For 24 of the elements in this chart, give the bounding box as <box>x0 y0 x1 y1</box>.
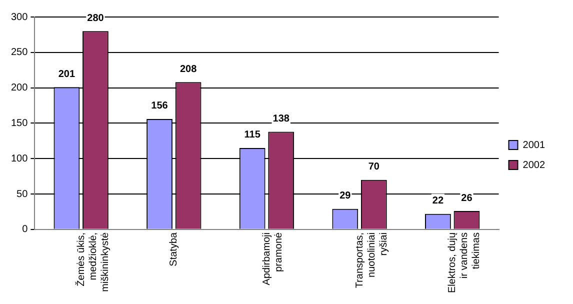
y-tick-label: 300 <box>10 12 28 23</box>
data-label: 156 <box>151 100 168 112</box>
x-tick-label: Apdirbamoji pramonė <box>261 232 284 286</box>
data-label: 26 <box>461 192 473 204</box>
x-tick-label: Elektros, dujų ir vandens tiekimas <box>447 232 482 294</box>
x-tick-label: Transportas, nuotoliniai ryšiai <box>354 232 390 288</box>
legend-label: 2002 <box>522 160 546 171</box>
data-label: 280 <box>87 12 104 24</box>
legend-label: 2001 <box>522 140 546 151</box>
data-label: 22 <box>432 196 444 207</box>
y-tick-label: 0 <box>22 224 28 236</box>
x-tick-label: Statyba <box>168 232 180 266</box>
y-tick-label: 100 <box>10 153 28 164</box>
data-label: 138 <box>272 113 290 124</box>
data-label: 29 <box>340 190 352 202</box>
data-label: 201 <box>58 68 76 80</box>
x-tick-label: Žemės ūkis, medžioklė, miškininkystė <box>74 232 111 292</box>
data-label: 70 <box>368 162 380 173</box>
data-label: 115 <box>244 130 261 141</box>
y-tick-label: 150 <box>10 118 28 129</box>
data-label: 208 <box>180 64 198 75</box>
y-tick-label: 250 <box>10 47 28 58</box>
y-tick-label: 200 <box>10 82 28 94</box>
y-tick-label: 50 <box>16 188 28 200</box>
